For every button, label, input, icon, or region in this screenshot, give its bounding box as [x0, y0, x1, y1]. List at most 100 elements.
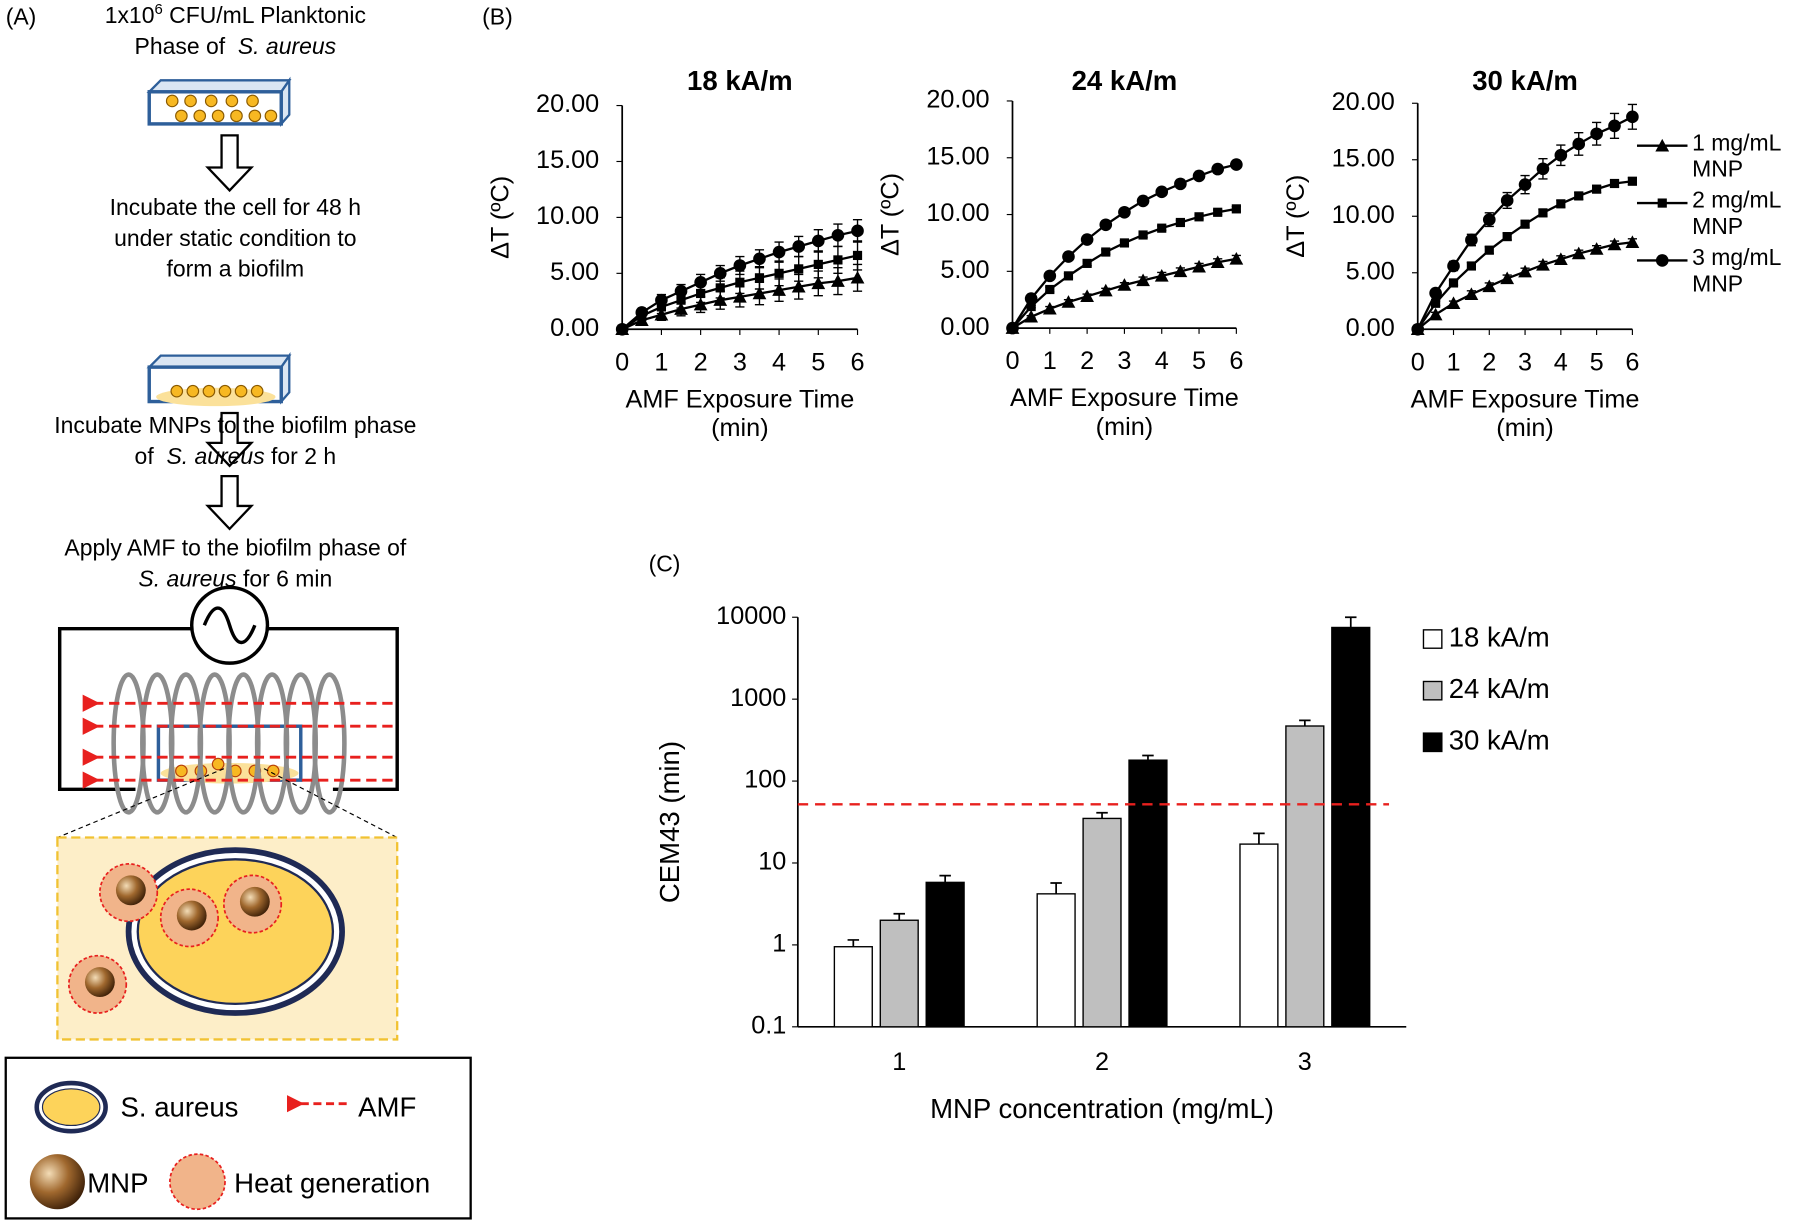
marker — [1447, 259, 1460, 273]
marker — [1098, 283, 1113, 297]
marker — [1175, 217, 1185, 228]
y-tick-label: 0.00 — [940, 313, 989, 341]
text-run: under static condition to — [114, 225, 356, 251]
error-bar — [1299, 719, 1311, 727]
x-tick-label: 1 — [1043, 347, 1057, 375]
x-tick-label: 2 — [1482, 348, 1496, 376]
y-tick-label: 0.1 — [751, 1011, 786, 1039]
x-tick-label: 6 — [851, 348, 865, 376]
error-bar — [847, 939, 860, 947]
marker — [1484, 245, 1494, 255]
x-tick-label: 0 — [615, 348, 629, 376]
y-tick-label: 0.00 — [550, 314, 599, 342]
legend-heat — [169, 1153, 226, 1211]
bar — [1239, 843, 1279, 1028]
text-run: Phase of — [135, 33, 238, 59]
legend-label-box: 3 mg/mL MNP — [1692, 246, 1780, 298]
error-bar — [893, 912, 905, 921]
legend-label: MNP — [87, 1167, 148, 1198]
marker — [1173, 264, 1188, 278]
marker — [1446, 296, 1461, 310]
x-tick-label: 1 — [1446, 348, 1460, 376]
marker — [1213, 207, 1223, 217]
marker — [1572, 137, 1586, 151]
legend-label: AMF — [358, 1092, 416, 1123]
y-tick-label: 10.00 — [536, 202, 599, 230]
marker — [1154, 268, 1169, 282]
marker — [1556, 199, 1566, 209]
x-tick-label: 6 — [1229, 347, 1243, 375]
marker — [713, 293, 728, 306]
legend-label-box: 1 mg/mL MNP — [1692, 130, 1781, 183]
marker — [1536, 162, 1550, 176]
y-tick-label: 10.00 — [1332, 201, 1395, 229]
text-run: S. aureus — [238, 33, 336, 59]
marker — [1554, 148, 1568, 162]
coil — [111, 672, 347, 815]
text-run: form a biofilm — [166, 256, 304, 282]
legend-cell-core — [41, 1088, 101, 1127]
legend-label: S. aureus — [121, 1092, 239, 1123]
marker — [774, 268, 784, 278]
marker — [1192, 259, 1206, 273]
marker — [1026, 301, 1036, 312]
y-tick-label: 0.00 — [1346, 314, 1395, 342]
y-axis-title: CEM43 (min) — [654, 741, 685, 903]
y-tick-label: 15.00 — [1332, 144, 1395, 172]
panel-label: (B) — [482, 3, 513, 29]
marker — [1607, 237, 1622, 251]
marker — [1230, 158, 1243, 171]
chart-title: 18 kA/m — [687, 65, 793, 96]
legend-swatch — [1422, 732, 1443, 753]
marker — [674, 284, 688, 298]
bar — [1082, 817, 1122, 1028]
step-text: S. aureus for 6 min — [138, 566, 332, 592]
marker — [813, 259, 823, 269]
x-axis-title-box: AMF Exposure Time (min) — [1411, 384, 1640, 442]
x-tick-label: 6 — [1625, 348, 1639, 376]
marker — [732, 289, 747, 303]
text-run: Incubate the cell for 48 h — [110, 194, 361, 220]
legend-swatch — [1422, 629, 1443, 649]
x-tick-label: 3 — [1298, 1048, 1312, 1076]
marker — [1590, 127, 1603, 141]
marker — [1099, 218, 1113, 232]
marker — [1627, 176, 1637, 186]
marker — [772, 283, 786, 296]
x-axis-title: MNP concentration (mg/mL) — [930, 1093, 1274, 1124]
step-text: form a biofilm — [166, 256, 304, 282]
ac-symbol — [202, 606, 257, 645]
error-bar — [1050, 882, 1062, 894]
y-tick-label: 5.00 — [1346, 257, 1395, 285]
y-tick-label: 20.00 — [536, 90, 599, 118]
marker — [1482, 213, 1496, 226]
legend-marker — [1655, 254, 1669, 267]
marker — [696, 288, 706, 299]
marker — [1062, 250, 1075, 263]
marker — [1608, 119, 1621, 133]
marker — [1520, 219, 1530, 229]
text-run: S. aureus — [138, 566, 236, 592]
legend-label: 30 kA/m — [1449, 725, 1550, 756]
marker — [656, 302, 667, 312]
bar — [833, 946, 873, 1028]
y-tick-label: 10 — [758, 848, 786, 876]
marker — [1428, 307, 1443, 321]
y-tick-label: 10.00 — [926, 199, 989, 227]
marker — [1411, 322, 1425, 336]
marker — [792, 240, 806, 253]
cells — [165, 94, 278, 123]
y-axis-title: ΔT (ºC) — [1282, 175, 1310, 258]
marker — [1174, 177, 1187, 191]
marker — [1518, 264, 1532, 278]
arrow — [205, 474, 255, 531]
x-tick-label: 4 — [1155, 347, 1169, 375]
x-axis-title: AMF Exposure Time (min) — [625, 384, 855, 443]
marker — [655, 293, 668, 307]
marker — [772, 245, 786, 259]
legend-label: 1 mg/mL MNP — [1692, 130, 1781, 183]
marker — [1466, 261, 1476, 271]
error-bar — [1142, 754, 1154, 761]
marker — [1500, 271, 1515, 285]
marker — [693, 297, 708, 311]
